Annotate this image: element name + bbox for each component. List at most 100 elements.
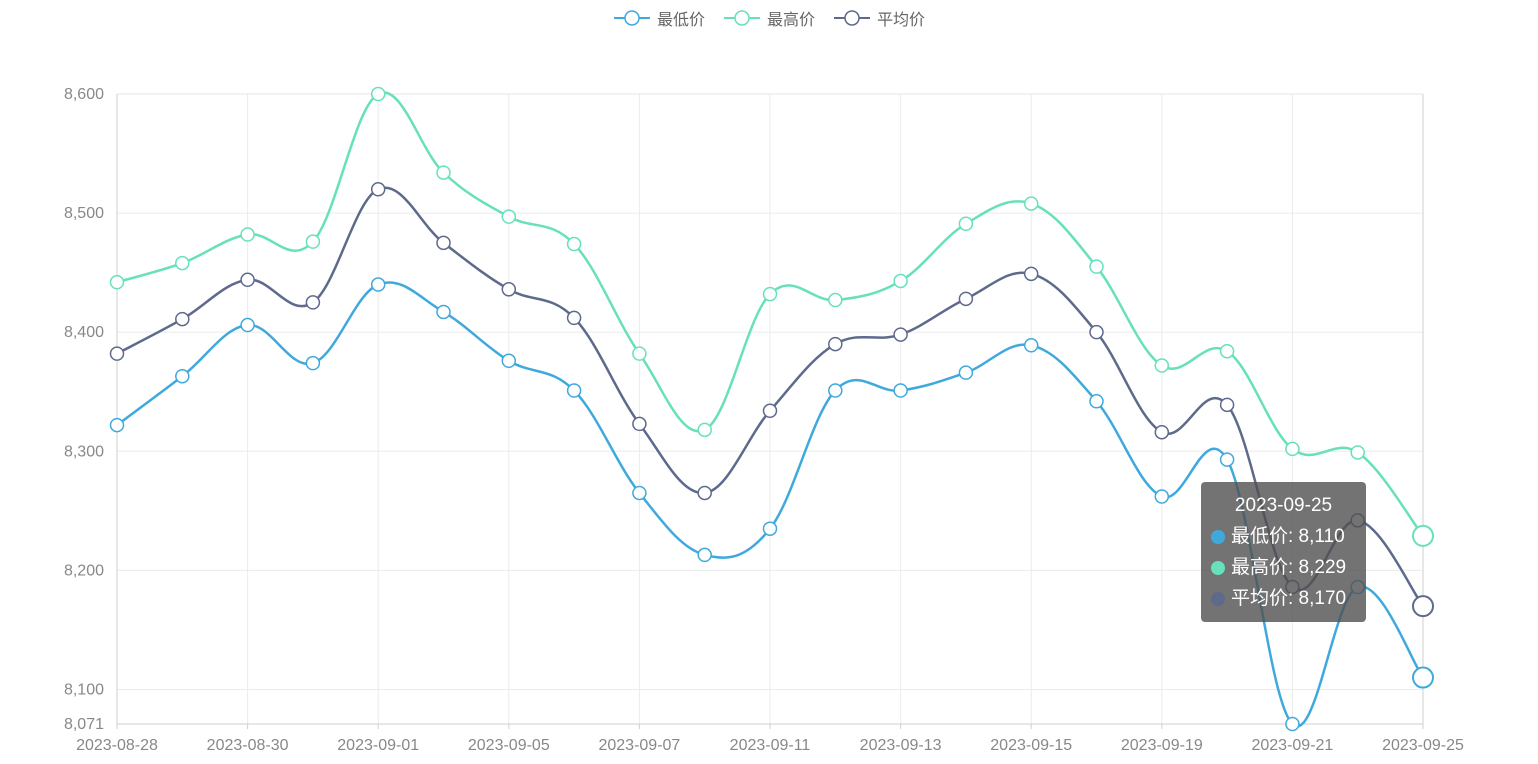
y-tick-label: 8,500 [64, 205, 104, 222]
data-point-avg[interactable] [958, 291, 974, 307]
data-point-min[interactable] [762, 521, 778, 536]
data-point-max[interactable] [762, 286, 778, 302]
x-tick-label: 2023-09-15 [990, 737, 1072, 754]
data-point-avg[interactable] [1023, 266, 1039, 282]
y-tick-label: 8,200 [64, 562, 104, 579]
legend-max-icon [723, 10, 760, 26]
data-point-min[interactable] [697, 547, 712, 563]
data-point-max[interactable] [175, 255, 190, 271]
data-point-max[interactable] [1023, 196, 1039, 211]
data-point-min[interactable] [501, 353, 517, 369]
tooltip-dot-avg [1211, 591, 1225, 606]
y-tick-label: 8,071 [64, 716, 104, 733]
data-point-avg[interactable] [240, 272, 255, 288]
data-point-avg[interactable] [762, 403, 778, 419]
x-tick-label: 2023-09-25 [1382, 737, 1464, 754]
data-point-avg[interactable] [893, 327, 908, 342]
x-tick-label: 2023-09-11 [730, 737, 811, 754]
data-point-avg[interactable] [109, 346, 125, 361]
legend-avg-icon [834, 10, 870, 26]
data-point-min[interactable] [893, 383, 908, 398]
data-point-max[interactable] [1154, 358, 1170, 373]
data-point-max[interactable] [1350, 445, 1365, 460]
tooltip-row-max: 最高价: 8,229 [1211, 552, 1356, 583]
data-point-min[interactable] [566, 383, 582, 398]
data-point-avg[interactable] [1219, 397, 1235, 413]
data-point-max[interactable] [370, 86, 386, 102]
data-point-min[interactable] [632, 485, 647, 501]
tooltip-value-max: 最高价: 8,229 [1231, 557, 1347, 578]
data-point-min[interactable] [1023, 338, 1039, 353]
tooltip-dot-max [1211, 560, 1225, 575]
x-tick-label: 2023-09-21 [1251, 737, 1333, 754]
x-tick-label: 2023-09-05 [468, 737, 550, 754]
data-point-avg[interactable] [697, 485, 712, 501]
data-point-min[interactable] [1285, 716, 1300, 732]
data-point-avg[interactable] [436, 235, 451, 251]
tooltip-value-min: 最低价: 8,110 [1231, 526, 1345, 547]
y-tick-label: 8,600 [64, 86, 104, 103]
axes: 8,071 8,100 8,200 8,300 8,400 8,500 8,600 2023-… [64, 86, 1464, 754]
data-point-max[interactable] [501, 209, 517, 224]
data-point-max[interactable] [632, 346, 647, 361]
legend-label: 最低价 [656, 12, 705, 29]
tooltip-date: 2023-09-25 [1234, 495, 1333, 516]
x-tick-label: 2023-08-28 [76, 737, 158, 754]
data-point-min[interactable] [1089, 394, 1104, 409]
data-point-avg[interactable] [1154, 424, 1170, 440]
data-point-avg[interactable] [1412, 595, 1434, 618]
data-point-max[interactable] [436, 165, 451, 180]
x-tick-label: 2023-08-30 [207, 737, 289, 754]
legend-min-icon [613, 10, 650, 26]
data-point-min[interactable] [109, 417, 125, 433]
data-point-avg[interactable] [632, 416, 647, 432]
data-point-min[interactable] [828, 383, 843, 398]
legend-item-max[interactable]: 最高价 [723, 6, 815, 30]
data-point-max[interactable] [958, 216, 974, 232]
data-point-avg[interactable] [305, 295, 321, 310]
grid [117, 93, 1424, 724]
legend-label: 最高价 [766, 12, 815, 29]
data-point-max[interactable] [1089, 259, 1104, 274]
data-point-max[interactable] [109, 274, 125, 290]
data-point-max[interactable] [1412, 524, 1434, 547]
data-point-avg[interactable] [828, 336, 843, 352]
data-point-min[interactable] [240, 317, 255, 333]
tooltip-dot-min [1211, 529, 1225, 544]
data-point-avg[interactable] [175, 311, 190, 327]
tooltip-row-avg: 平均价: 8,170 [1211, 583, 1356, 614]
data-point-max[interactable] [240, 227, 255, 242]
data-point-max[interactable] [566, 236, 582, 252]
data-point-min[interactable] [1154, 489, 1170, 504]
tooltip-value-avg: 平均价: 8,170 [1231, 588, 1347, 609]
tooltip-row-min: 最低价: 8,110 [1211, 521, 1356, 552]
data-point-min[interactable] [175, 368, 190, 384]
x-tick-label: 2023-09-19 [1121, 737, 1203, 754]
data-point-min[interactable] [305, 355, 321, 371]
data-point-max[interactable] [893, 273, 908, 289]
data-point-max[interactable] [828, 292, 843, 308]
series-line-max [116, 91, 1424, 537]
data-point-avg[interactable] [566, 310, 582, 326]
y-tick-label: 8,100 [64, 681, 104, 698]
legend-item-avg[interactable]: 平均价 [833, 6, 925, 30]
data-point-max[interactable] [1285, 441, 1300, 457]
data-point-max[interactable] [697, 422, 712, 438]
data-point-avg[interactable] [370, 182, 386, 197]
series-points [109, 86, 1434, 732]
legend-item-min[interactable]: 最低价 [613, 6, 705, 30]
data-point-min[interactable] [370, 277, 386, 292]
data-point-min[interactable] [436, 304, 451, 320]
data-point-min[interactable] [1412, 666, 1434, 689]
data-point-avg[interactable] [1089, 324, 1104, 340]
legend-label: 平均价 [877, 12, 926, 29]
data-point-avg[interactable] [501, 282, 517, 297]
data-point-max[interactable] [305, 234, 321, 249]
data-point-min[interactable] [958, 365, 974, 380]
data-point-max[interactable] [1219, 343, 1235, 359]
series-line-avg [116, 186, 1425, 607]
y-tick-label: 8,400 [64, 324, 104, 341]
y-tick-label: 8,300 [64, 443, 104, 460]
data-point-min[interactable] [1219, 452, 1235, 467]
